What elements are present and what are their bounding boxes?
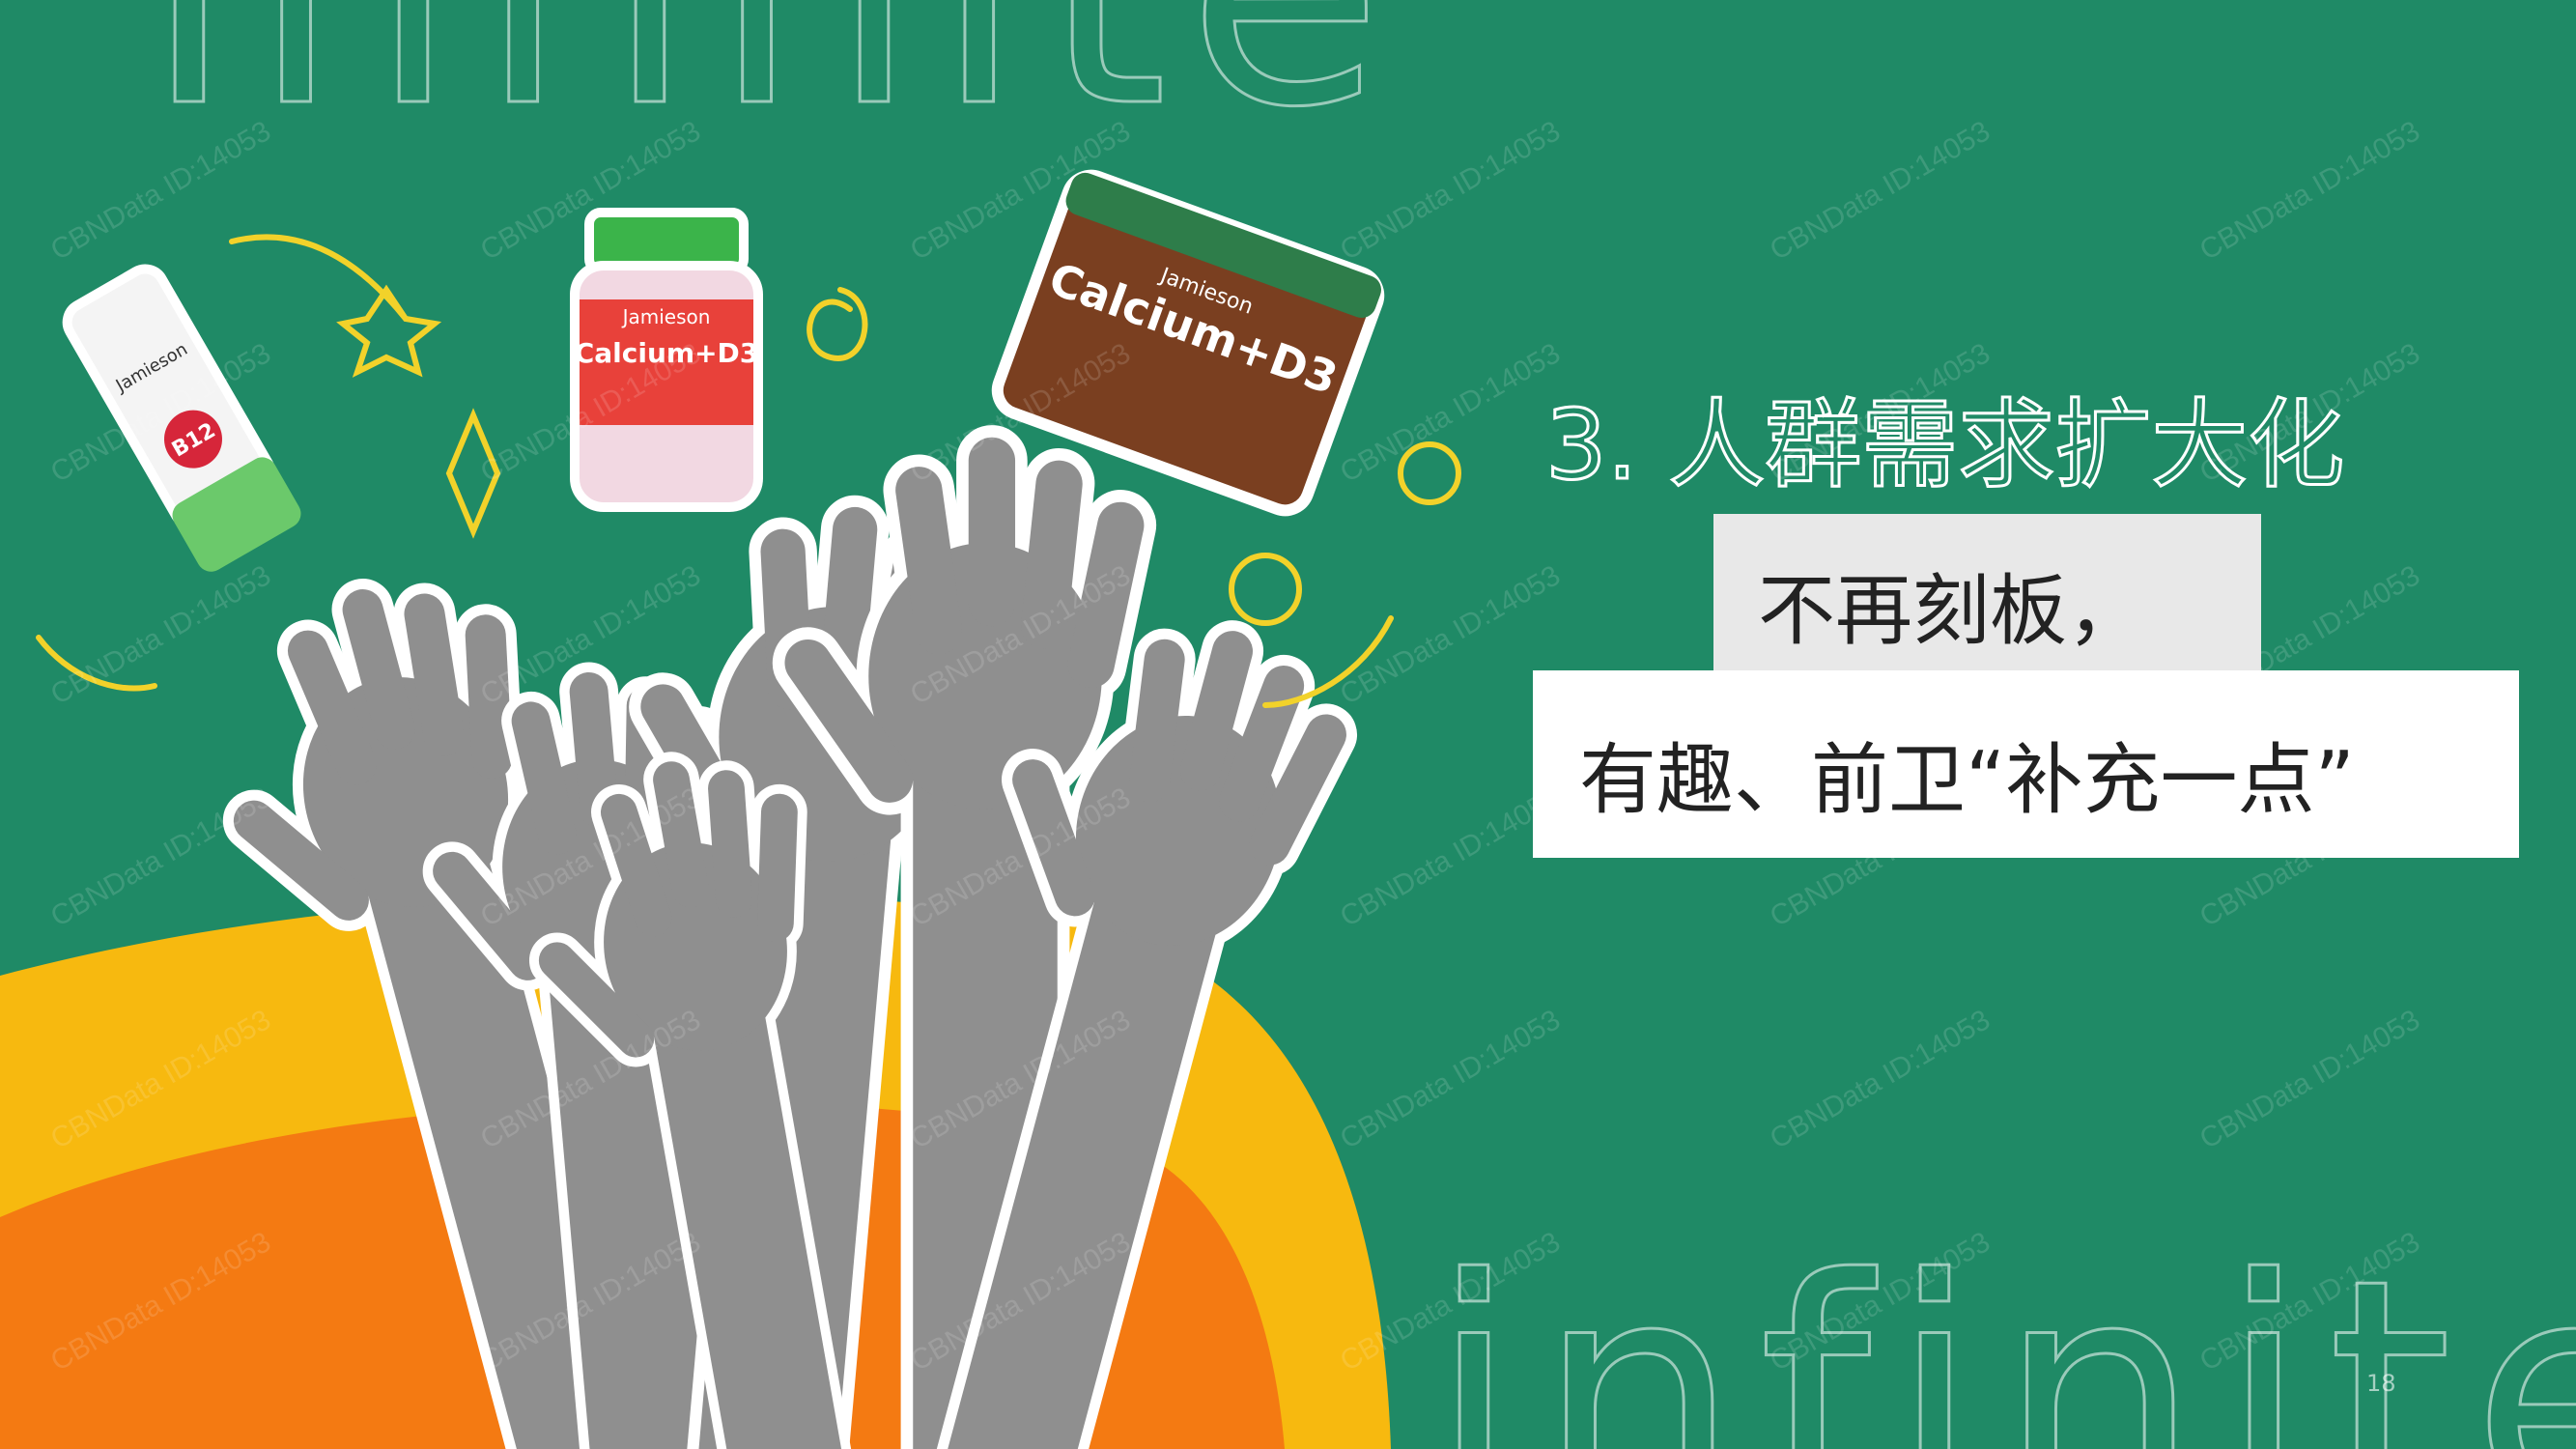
label-badge [164,410,222,469]
doodle-flower [1229,553,1302,626]
doodle-swirl [807,287,868,361]
page-number: 18 [2366,1370,2396,1397]
doodle-blob [1398,441,1461,505]
product-gummies: Jamieson Calcium+D3 [570,208,763,512]
finger [538,942,655,1058]
finger [784,639,914,803]
finger [600,793,672,937]
background-word: infinite [145,0,1402,177]
product-calcium: Jamieson Calcium+D3 [991,169,1385,517]
doodle-arc [36,615,1394,708]
finger [895,467,962,655]
finger [465,614,513,780]
tag-box [1533,670,2519,858]
finger [1012,759,1095,917]
product-spray: Jamieson B12 [62,264,301,572]
product-name: Calcium+D3 [575,337,759,369]
finger [511,701,577,855]
tagline-line1: 不再刻板， [1758,566,2144,656]
background-word: infinite [1430,1211,2576,1449]
finger [968,437,1016,627]
tagline-line2: 有趣、前卫“补充一点” [1579,735,2355,825]
finger [1179,631,1254,791]
finger [1129,639,1185,803]
hand [528,752,874,1449]
doodle-diamond [445,408,501,539]
label [580,299,753,425]
arm [645,971,863,1449]
finger [708,770,752,918]
finger [1067,501,1145,689]
tag-box [1713,514,2261,679]
doodle-star [229,234,442,378]
hands [222,425,1357,1449]
brand: Jamieson [621,305,711,328]
finger [404,593,465,756]
finger [1021,460,1083,649]
finger [433,851,548,980]
heading: 3. 人群需求扩大化 [1545,388,2344,501]
doodles [36,234,1461,708]
finger [233,800,369,921]
finger [1249,714,1346,866]
finger [342,589,415,750]
lid [1065,172,1381,319]
finger [287,630,377,785]
cap [172,457,301,572]
finger [653,761,709,908]
finger [756,793,798,942]
arm [932,851,1230,1449]
